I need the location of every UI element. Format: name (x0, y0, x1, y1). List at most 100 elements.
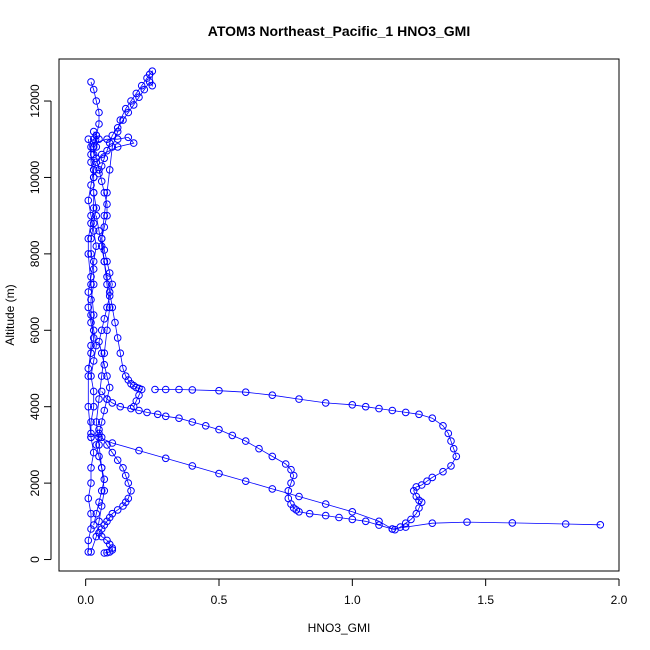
data-point (113, 506, 122, 514)
data-point (103, 395, 111, 403)
data-point (124, 133, 133, 142)
data-point (108, 439, 117, 447)
data-point (84, 402, 93, 411)
data-point (87, 143, 95, 151)
data-point (295, 395, 303, 403)
data-point (97, 349, 106, 358)
data-point (161, 385, 170, 394)
data-point (89, 150, 98, 159)
data-point (375, 517, 383, 526)
series-line (87, 131, 135, 552)
data-point (119, 116, 127, 124)
data-point (175, 414, 183, 423)
data-point (111, 318, 119, 327)
data-point (116, 402, 125, 411)
data-point (148, 67, 157, 75)
data-point (129, 139, 138, 147)
data-point (92, 242, 101, 250)
data-point (135, 93, 143, 101)
data-point (129, 402, 138, 411)
data-point (103, 211, 111, 220)
data-point (87, 479, 95, 487)
data-point (84, 536, 93, 545)
series-line (95, 215, 143, 407)
data-point (113, 124, 122, 132)
data-point (423, 477, 431, 486)
data-point (105, 139, 114, 147)
data-point (153, 410, 162, 419)
data-point (84, 135, 93, 143)
data-point (84, 372, 93, 380)
data-point (92, 418, 101, 426)
data-point (87, 318, 95, 327)
data-point (97, 464, 106, 472)
data-point (561, 520, 570, 528)
data-point (89, 521, 98, 529)
data-point (87, 78, 95, 86)
data-point (295, 508, 303, 516)
data-point (87, 433, 95, 442)
x-tick-label: 2.0 (611, 593, 628, 607)
data-point (87, 150, 95, 159)
data-point (119, 364, 127, 373)
data-point (116, 349, 125, 358)
data-point (92, 97, 101, 105)
data-point (215, 386, 223, 395)
data-point (449, 444, 458, 453)
series-layer (84, 67, 605, 557)
data-point (103, 135, 111, 143)
data-point (439, 422, 447, 430)
plot-frame (58, 58, 620, 572)
data-point (95, 120, 103, 128)
data-point (321, 399, 330, 407)
data-point (124, 376, 133, 384)
data-point (289, 471, 298, 480)
data-point (87, 349, 95, 358)
data-point (97, 150, 106, 159)
data-point (161, 412, 170, 421)
data-point (417, 481, 426, 489)
data-point (113, 334, 122, 342)
data-point (95, 337, 103, 346)
data-point (92, 441, 101, 449)
data-point (100, 475, 109, 484)
x-tick-label: 0.0 (77, 593, 94, 607)
data-point (409, 487, 418, 495)
data-point (103, 188, 111, 197)
data-point (100, 487, 109, 495)
data-point (84, 494, 93, 503)
x-axis: 0.0 0.5 1.0 1.5 2.0 (77, 578, 628, 607)
data-point (97, 326, 106, 335)
y-axis: 0 2000 4000 6000 8000 10000 12000 (28, 84, 52, 563)
data-point (89, 135, 98, 143)
y-tick-label: 0 (28, 556, 42, 563)
data-point (92, 211, 101, 220)
data-point (439, 467, 447, 476)
data-point (97, 234, 106, 243)
data-point (121, 471, 130, 480)
data-point (108, 131, 117, 140)
data-point (95, 227, 103, 235)
data-point (97, 387, 106, 396)
data-point (415, 496, 423, 505)
data-point (87, 273, 95, 281)
x-axis-label: HNO3_GMI (308, 621, 371, 635)
data-point (108, 399, 117, 407)
x-tick-label: 1.5 (477, 593, 494, 607)
data-point (407, 515, 415, 524)
data-series (87, 67, 157, 556)
data-point (92, 204, 101, 212)
y-tick-label: 10000 (28, 160, 42, 194)
data-point (87, 525, 95, 533)
data-point (108, 448, 117, 457)
data-point (108, 544, 117, 552)
data-point (113, 127, 122, 136)
data-point (137, 81, 146, 90)
data-point (87, 158, 95, 166)
data-point (596, 521, 605, 529)
data-point (127, 487, 135, 495)
data-point (116, 116, 125, 124)
data-point (215, 425, 223, 434)
data-point (92, 509, 101, 518)
data-point (103, 326, 111, 335)
